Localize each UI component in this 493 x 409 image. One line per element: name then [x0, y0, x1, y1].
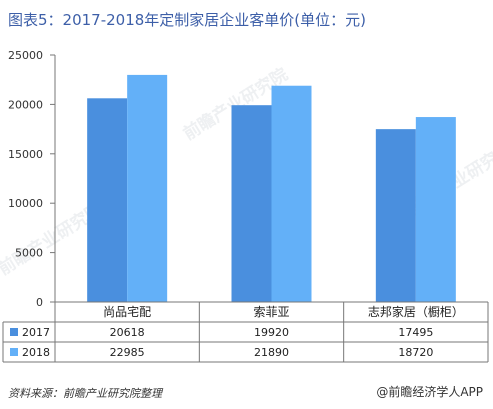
legend-label: 2018 — [22, 346, 50, 359]
data-label: 17495 — [398, 326, 433, 339]
bar-2018 — [415, 117, 456, 302]
bar-2017 — [375, 129, 416, 302]
y-tick-label: 15000 — [8, 148, 43, 161]
brand-credit: @前瞻经济学人APP — [376, 385, 483, 399]
source-note: 资料来源：前瞻产业研究院整理 — [8, 387, 162, 400]
x-category-label: 志邦家居（橱柜） — [368, 304, 464, 319]
data-label: 21890 — [254, 346, 289, 359]
bar-2017 — [231, 105, 272, 302]
x-category-label: 尚品宅配 — [103, 304, 151, 319]
data-label: 22985 — [110, 346, 145, 359]
bar-2018 — [271, 85, 312, 302]
data-label: 20618 — [110, 326, 145, 339]
bar-2018 — [127, 74, 168, 302]
data-label: 18720 — [398, 346, 433, 359]
y-tick-label: 10000 — [8, 197, 43, 210]
chart-title: 图表5：2017-2018年定制家居企业客单价(单位：元) — [8, 11, 367, 29]
legend-swatch-2018 — [10, 348, 18, 356]
y-tick-label: 20000 — [8, 98, 43, 111]
legend-swatch-2017 — [10, 328, 18, 336]
y-tick-label: 25000 — [8, 49, 43, 62]
data-label: 19920 — [254, 326, 289, 339]
bar-2017 — [87, 98, 128, 302]
x-category-label: 索菲亚 — [253, 305, 289, 319]
y-tick-label: 5000 — [15, 247, 43, 260]
y-tick-label: 0 — [36, 296, 43, 309]
legend-label: 2017 — [22, 326, 50, 339]
